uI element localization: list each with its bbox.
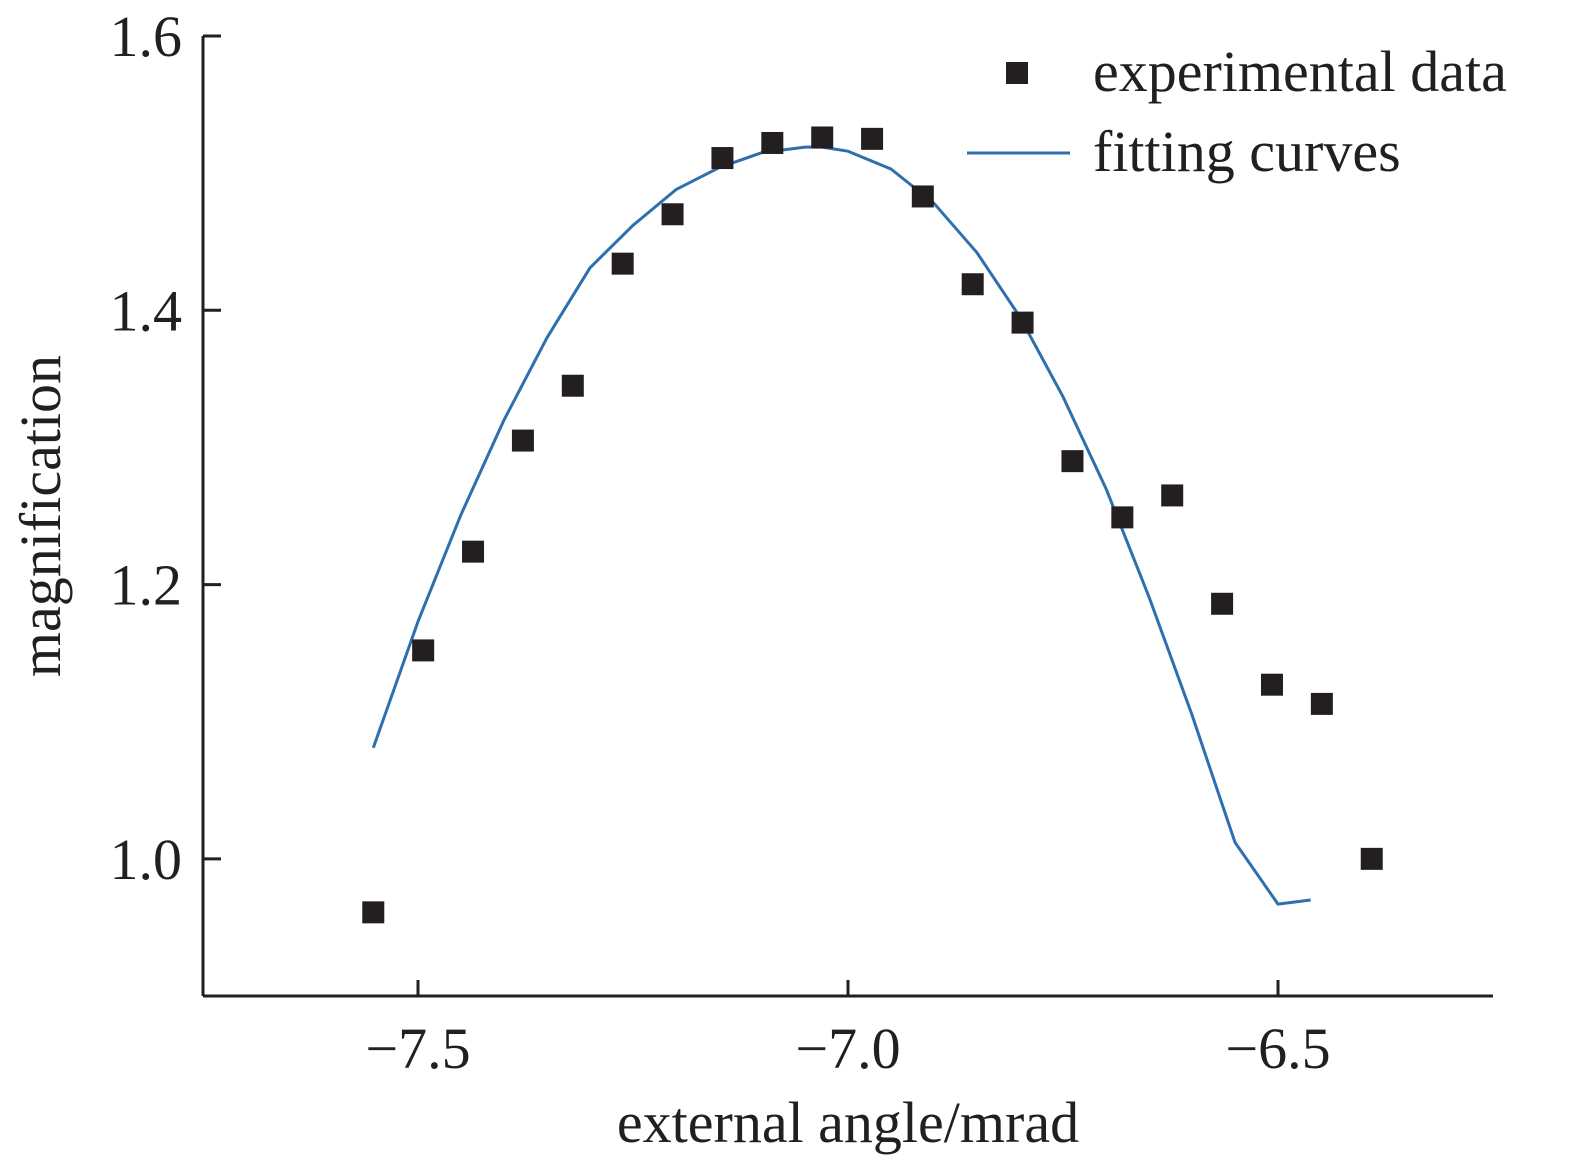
data-point [412, 639, 435, 662]
data-point [811, 126, 834, 149]
y-tick-label: 1.4 [110, 278, 183, 343]
legend: experimental data fitting curves [967, 39, 1507, 184]
x-tick-label: −7.5 [365, 1016, 470, 1081]
data-point [1211, 592, 1234, 615]
data-point [611, 252, 634, 275]
legend-marker-square [1006, 62, 1028, 84]
data-point [1161, 484, 1184, 507]
y-ticks: 1.0 1.2 1.4 1.6 [110, 4, 221, 892]
x-tick-label: −6.5 [1225, 1016, 1330, 1081]
y-tick-label: 1.0 [110, 827, 183, 892]
data-point [711, 147, 734, 170]
y-tick-label: 1.6 [110, 4, 183, 69]
fitting-curve [371, 145, 1311, 906]
data-point [1260, 673, 1283, 696]
legend-label-experimental-data: experimental data [1093, 39, 1507, 104]
data-point [511, 429, 534, 452]
data-point [1360, 847, 1383, 870]
data-point [961, 273, 984, 296]
y-tick-label: 1.2 [110, 553, 183, 618]
x-axis-title: external angle/mrad [617, 1090, 1079, 1155]
data-point [462, 540, 485, 563]
data-point [1111, 506, 1134, 529]
data-point [362, 901, 385, 924]
x-tick-label: −7.0 [795, 1016, 900, 1081]
data-point [861, 127, 884, 150]
data-point [1061, 450, 1084, 473]
data-point [761, 131, 784, 154]
fitting-curve-layer [371, 145, 1311, 906]
y-axis-title: magnification [8, 355, 73, 677]
data-point [661, 203, 684, 226]
data-points-layer [362, 126, 1383, 924]
data-point [911, 185, 934, 208]
data-point [1011, 311, 1034, 334]
data-point [561, 374, 584, 397]
data-point [1310, 692, 1333, 715]
x-ticks: −7.5 −7.0 −6.5 [365, 980, 1331, 1081]
legend-label-fitting-curves: fitting curves [1093, 119, 1401, 184]
